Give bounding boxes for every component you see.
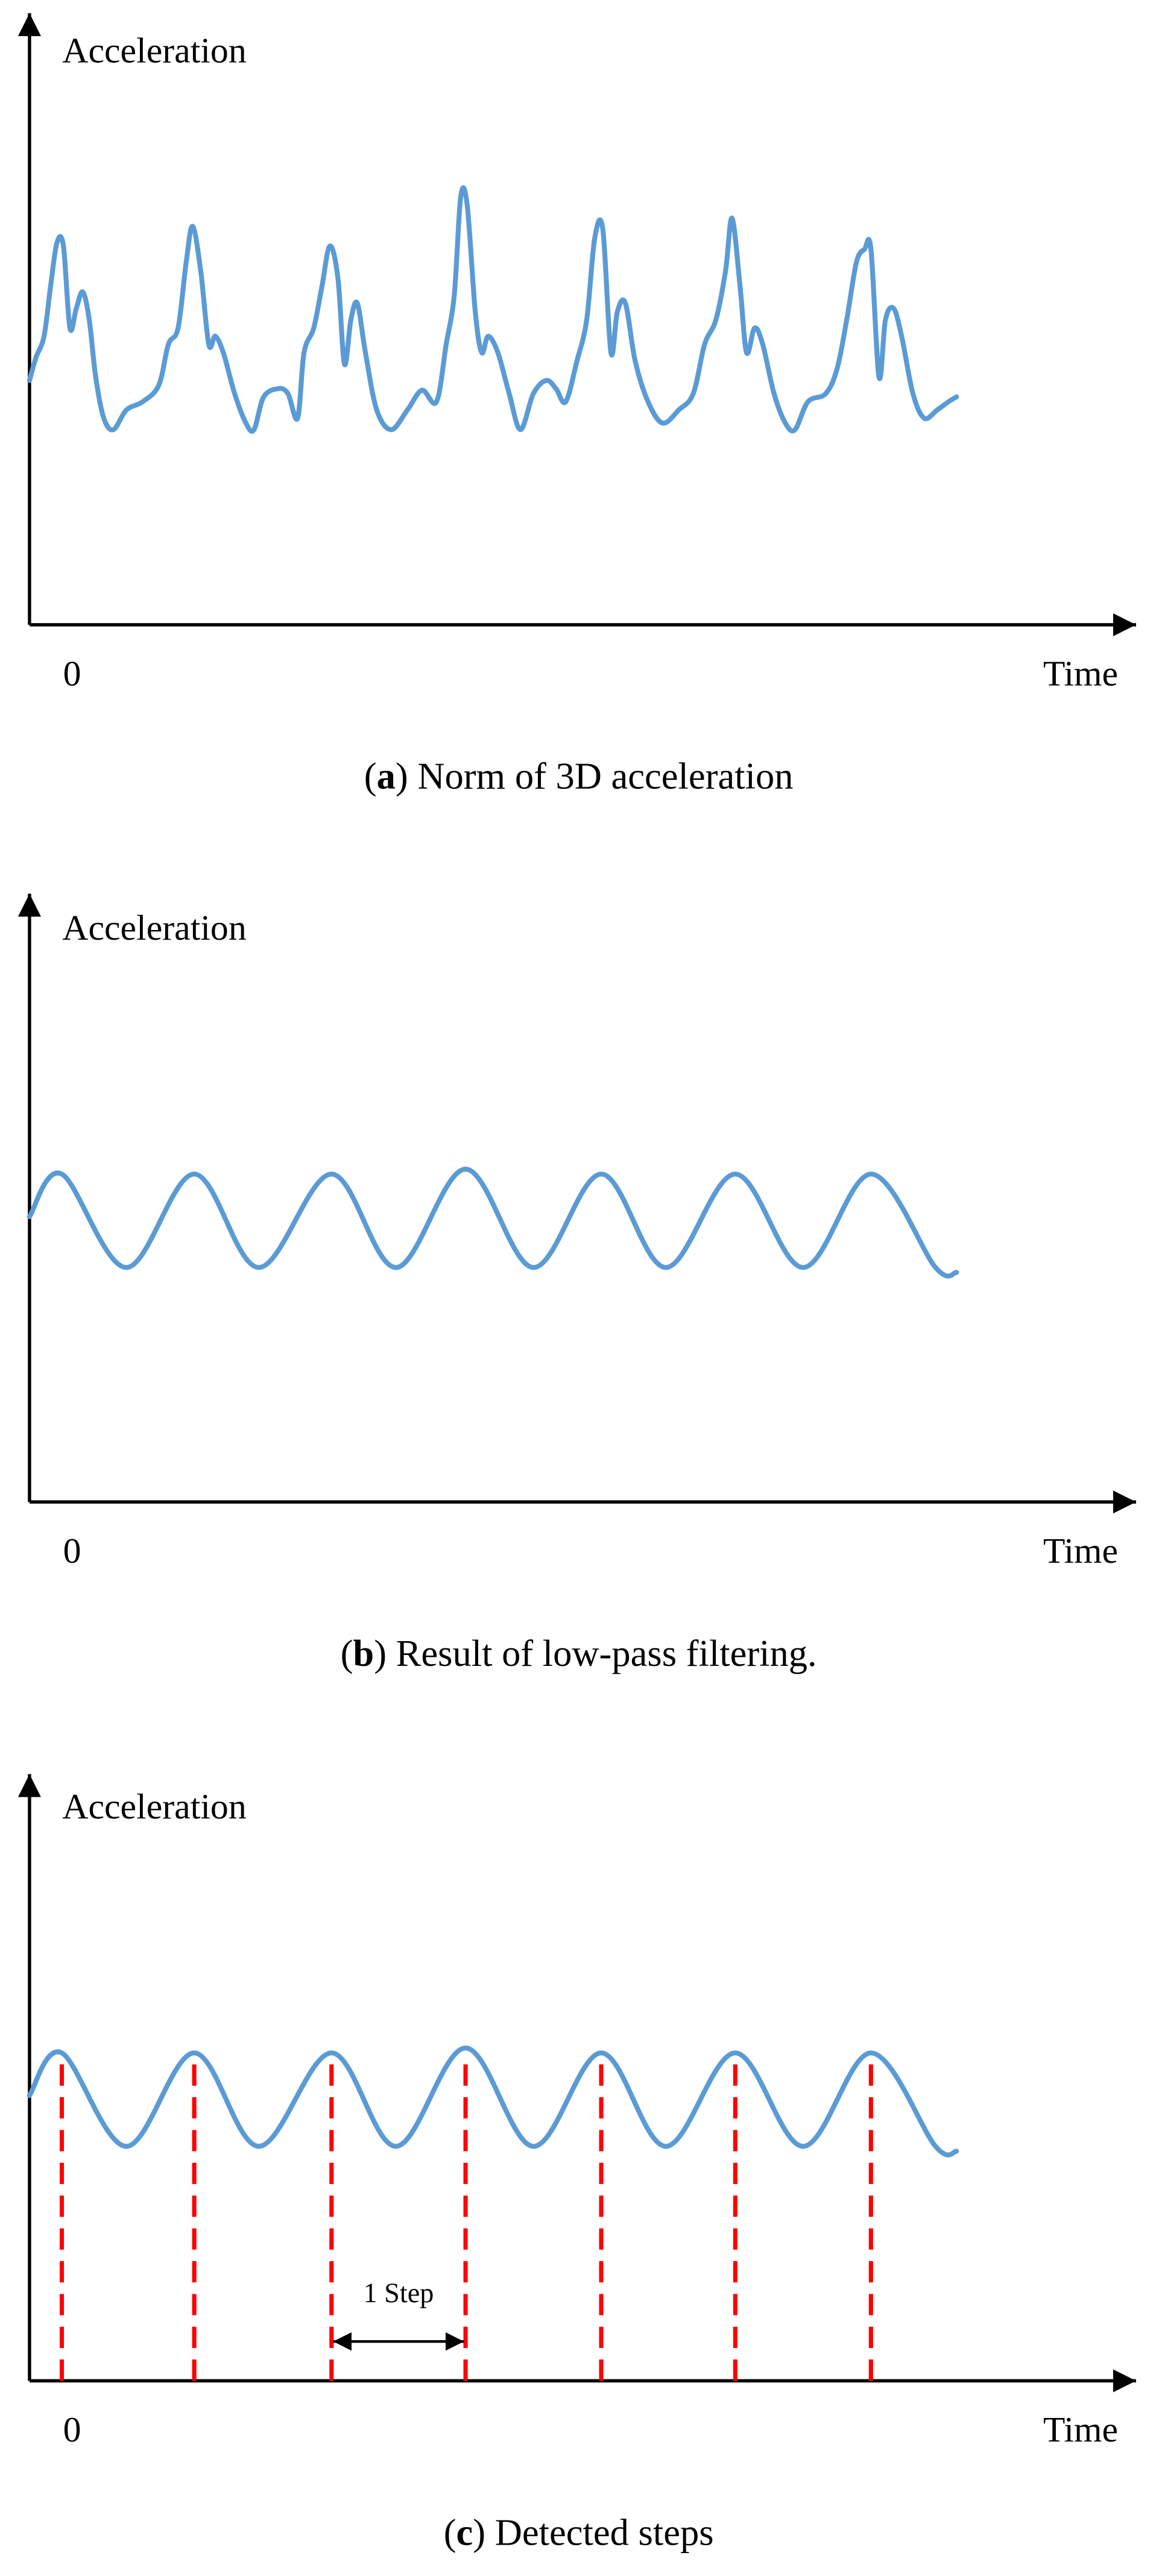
caption: (c) Detected steps [444, 2511, 714, 2553]
caption-part: ) Norm of 3D acceleration [396, 755, 794, 797]
panel: Acceleration Time 0 1 Step (c) Detected step… [17, 1774, 1136, 2553]
y-axis-label: Acceleration [62, 30, 246, 70]
x-tick-label: 0 [63, 2410, 81, 2449]
x-axis-label: Time [1043, 653, 1118, 693]
line-series [27, 1166, 959, 1279]
caption-part: ) Detected steps [473, 2511, 713, 2553]
x-axis-label: Time [1043, 2410, 1118, 2449]
line-series [27, 2045, 959, 2157]
caption-part: ( [341, 1632, 353, 1674]
caption-part: ) Result of low-pass filtering. [374, 1632, 816, 1674]
caption: (a) Norm of 3D acceleration [364, 755, 794, 797]
caption: (b) Result of low-pass filtering. [341, 1632, 817, 1674]
caption-part: ( [364, 755, 377, 797]
caption-part: b [353, 1632, 374, 1674]
caption-part: ( [444, 2511, 456, 2553]
x-tick-label: 0 [63, 653, 81, 693]
panel: Acceleration Time 0 (b) Result of low-pass … [17, 893, 1136, 1674]
x-tick-label: 0 [63, 1531, 81, 1571]
caption-part: c [456, 2511, 473, 2553]
line-series [27, 185, 959, 434]
panel: Acceleration Time 0 (a) Norm of 3D accelera… [17, 13, 1136, 797]
x-axis-label: Time [1043, 1531, 1118, 1571]
caption-part: a [377, 755, 396, 797]
y-axis-label: Acceleration [62, 908, 246, 948]
y-axis-label: Acceleration [62, 1786, 246, 1826]
annotation: 1 Step [364, 2277, 434, 2308]
